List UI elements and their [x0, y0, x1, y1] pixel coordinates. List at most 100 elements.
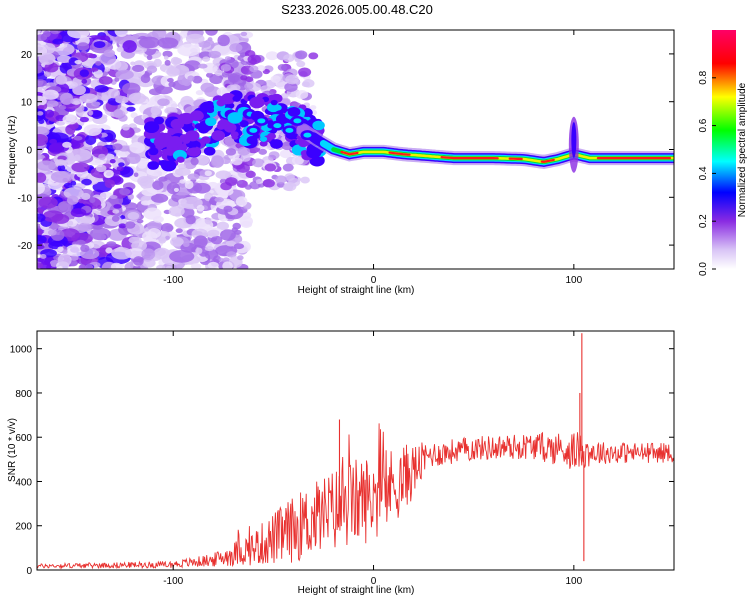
spectrogram-blob	[203, 146, 216, 156]
spectrogram-blob	[230, 131, 239, 138]
spectrogram-speckle	[141, 248, 156, 261]
spectrogram-speckle	[113, 204, 122, 209]
spectrogram-speckle	[162, 50, 173, 58]
spectrogram-speckle	[146, 169, 155, 175]
colorbar-tick-label: 0.4	[698, 166, 709, 180]
spectrogram-speckle	[195, 247, 203, 255]
spectrogram-speckle	[245, 170, 256, 179]
spectrogram-speckle	[47, 229, 57, 236]
spectrogram-speckle	[78, 198, 85, 204]
spectrogram-speckle	[236, 163, 250, 173]
spectrogram-blob	[149, 154, 160, 162]
spectrogram-speckle	[116, 166, 124, 172]
spectrogram-speckle	[174, 167, 191, 176]
spectrogram-speckle	[268, 151, 280, 160]
spectrogram-speckle	[110, 262, 123, 269]
spectrogram-speckle	[250, 69, 263, 79]
spectrogram-speckle	[55, 120, 66, 126]
spectrogram-blob	[257, 118, 266, 124]
spectrogram-speckle	[152, 180, 164, 191]
spectrogram-speckle	[73, 154, 81, 161]
spectrogram-blob	[232, 95, 241, 102]
spectrogram-speckle	[91, 101, 101, 107]
spectrogram-speckle	[118, 162, 125, 167]
spectrogram-speckle	[111, 247, 133, 260]
spectrogram-ytick-label: 20	[21, 50, 33, 61]
spectrogram-speckle	[217, 34, 230, 47]
spectrogram-speckle	[182, 241, 190, 248]
spectrogram-xtick-label: 100	[565, 275, 582, 286]
spectrogram-blob	[312, 120, 325, 131]
spectrogram-speckle	[295, 90, 309, 100]
spectrogram-blob	[179, 112, 194, 125]
spectrogram-speckle	[185, 33, 205, 44]
spectrogram-ytick-label: 0	[26, 146, 32, 157]
spectrogram-speckle	[237, 255, 244, 261]
spectrogram-speckle	[91, 110, 103, 119]
spectrogram-speckle	[114, 77, 120, 82]
colorbar-tick-label: 0.6	[698, 118, 709, 132]
spectrogram-speckle	[173, 187, 179, 192]
spectrogram-speckle	[157, 37, 179, 49]
spectrogram-speckle	[193, 235, 208, 248]
snr-frame	[36, 330, 675, 571]
spectrogram-blob	[285, 127, 294, 133]
spectrogram-speckle	[143, 207, 162, 220]
spectrogram-speckle	[114, 95, 124, 101]
spectrogram-speckle	[294, 57, 301, 63]
spectrogram-speckle	[168, 81, 176, 88]
spectrogram-speckle	[127, 89, 136, 94]
spectrogram-speckle	[37, 154, 42, 160]
spectrogram-blob	[303, 132, 312, 138]
spectrogram-speckle	[140, 74, 151, 84]
spectrogram-speckle	[146, 65, 158, 74]
spectrogram-speckle	[165, 235, 170, 240]
snr-ytick-label: 0	[26, 566, 32, 577]
spectrogram-speckle	[177, 163, 187, 170]
spectrogram-speckle	[49, 138, 58, 145]
spectrogram-blob	[239, 120, 249, 128]
spectrogram-speckle	[37, 234, 47, 245]
spectrogram-speckle	[54, 159, 66, 166]
spectrogram-speckle	[122, 82, 141, 95]
spectrogram-speckle	[71, 162, 90, 173]
spectrogram-speckle	[125, 221, 136, 229]
colorbar-gradient	[712, 30, 736, 269]
spectrogram-speckle	[130, 61, 136, 66]
snr-ytick-label: 1000	[10, 345, 33, 356]
spectrogram-speckle	[44, 70, 52, 78]
spectrogram-speckle	[190, 157, 199, 166]
spectrogram-speckle	[116, 46, 124, 53]
spectrogram-blob	[155, 143, 164, 150]
spectrogram-speckle	[57, 246, 64, 253]
spectrogram-speckle	[237, 180, 244, 185]
spectrogram-speckle	[112, 143, 123, 151]
spectrogram-speckle	[69, 255, 79, 261]
spectrogram-speckle	[184, 180, 194, 190]
spectrogram-speckle	[103, 169, 114, 178]
spectrogram-speckle	[240, 154, 251, 162]
spectrogram-speckle	[106, 241, 117, 247]
spectrogram-speckle	[196, 204, 205, 212]
spectrogram-blob	[159, 159, 168, 167]
spectrogram-speckle	[62, 141, 72, 148]
spectrogram-speckle	[275, 175, 287, 184]
spectrogram-speckle	[56, 55, 72, 63]
spectrogram-speckle	[226, 251, 237, 258]
spectrogram-speckle	[94, 85, 109, 93]
spectrogram-blob	[306, 146, 322, 159]
spectrogram-speckle	[103, 49, 116, 58]
spectrogram-speckle	[264, 163, 277, 172]
spectrogram-speckle	[70, 98, 82, 105]
spectrogram-speckle	[298, 67, 312, 77]
spectrogram-speckle	[163, 55, 169, 60]
spectrogram-speckle	[232, 222, 241, 230]
spectrogram-speckle	[210, 235, 223, 245]
spectrogram-speckle	[121, 124, 130, 131]
spectrogram-xtick-label: -100	[163, 275, 183, 286]
spectrogram-speckle	[37, 262, 44, 269]
colorbar: 0.0 0.2 0.4 0.6 0.8 Normalized spectral ampl…	[698, 30, 748, 276]
spectrogram-speckle	[177, 43, 201, 57]
